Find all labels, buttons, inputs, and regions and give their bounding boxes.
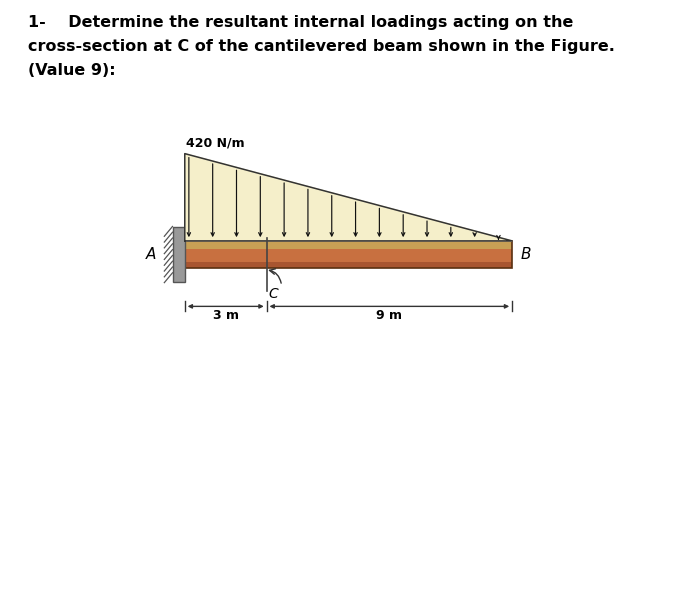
Text: (Value 9):: (Value 9): — [28, 63, 116, 78]
Bar — [185, 241, 512, 249]
Bar — [185, 241, 512, 268]
Text: B: B — [520, 247, 531, 262]
Bar — [185, 262, 512, 268]
Text: 420 N/m: 420 N/m — [186, 136, 245, 150]
Text: 1-    Determine the resultant internal loadings acting on the: 1- Determine the resultant internal load… — [28, 15, 573, 30]
Bar — [185, 249, 512, 262]
Text: 9 m: 9 m — [377, 309, 402, 322]
Text: C: C — [268, 287, 278, 301]
Text: A: A — [146, 247, 156, 262]
Text: cross-section at C of the cantilevered beam shown in the Figure.: cross-section at C of the cantilevered b… — [28, 39, 615, 54]
Polygon shape — [185, 154, 512, 241]
Bar — [172, 227, 185, 282]
Text: 3 m: 3 m — [213, 309, 239, 322]
